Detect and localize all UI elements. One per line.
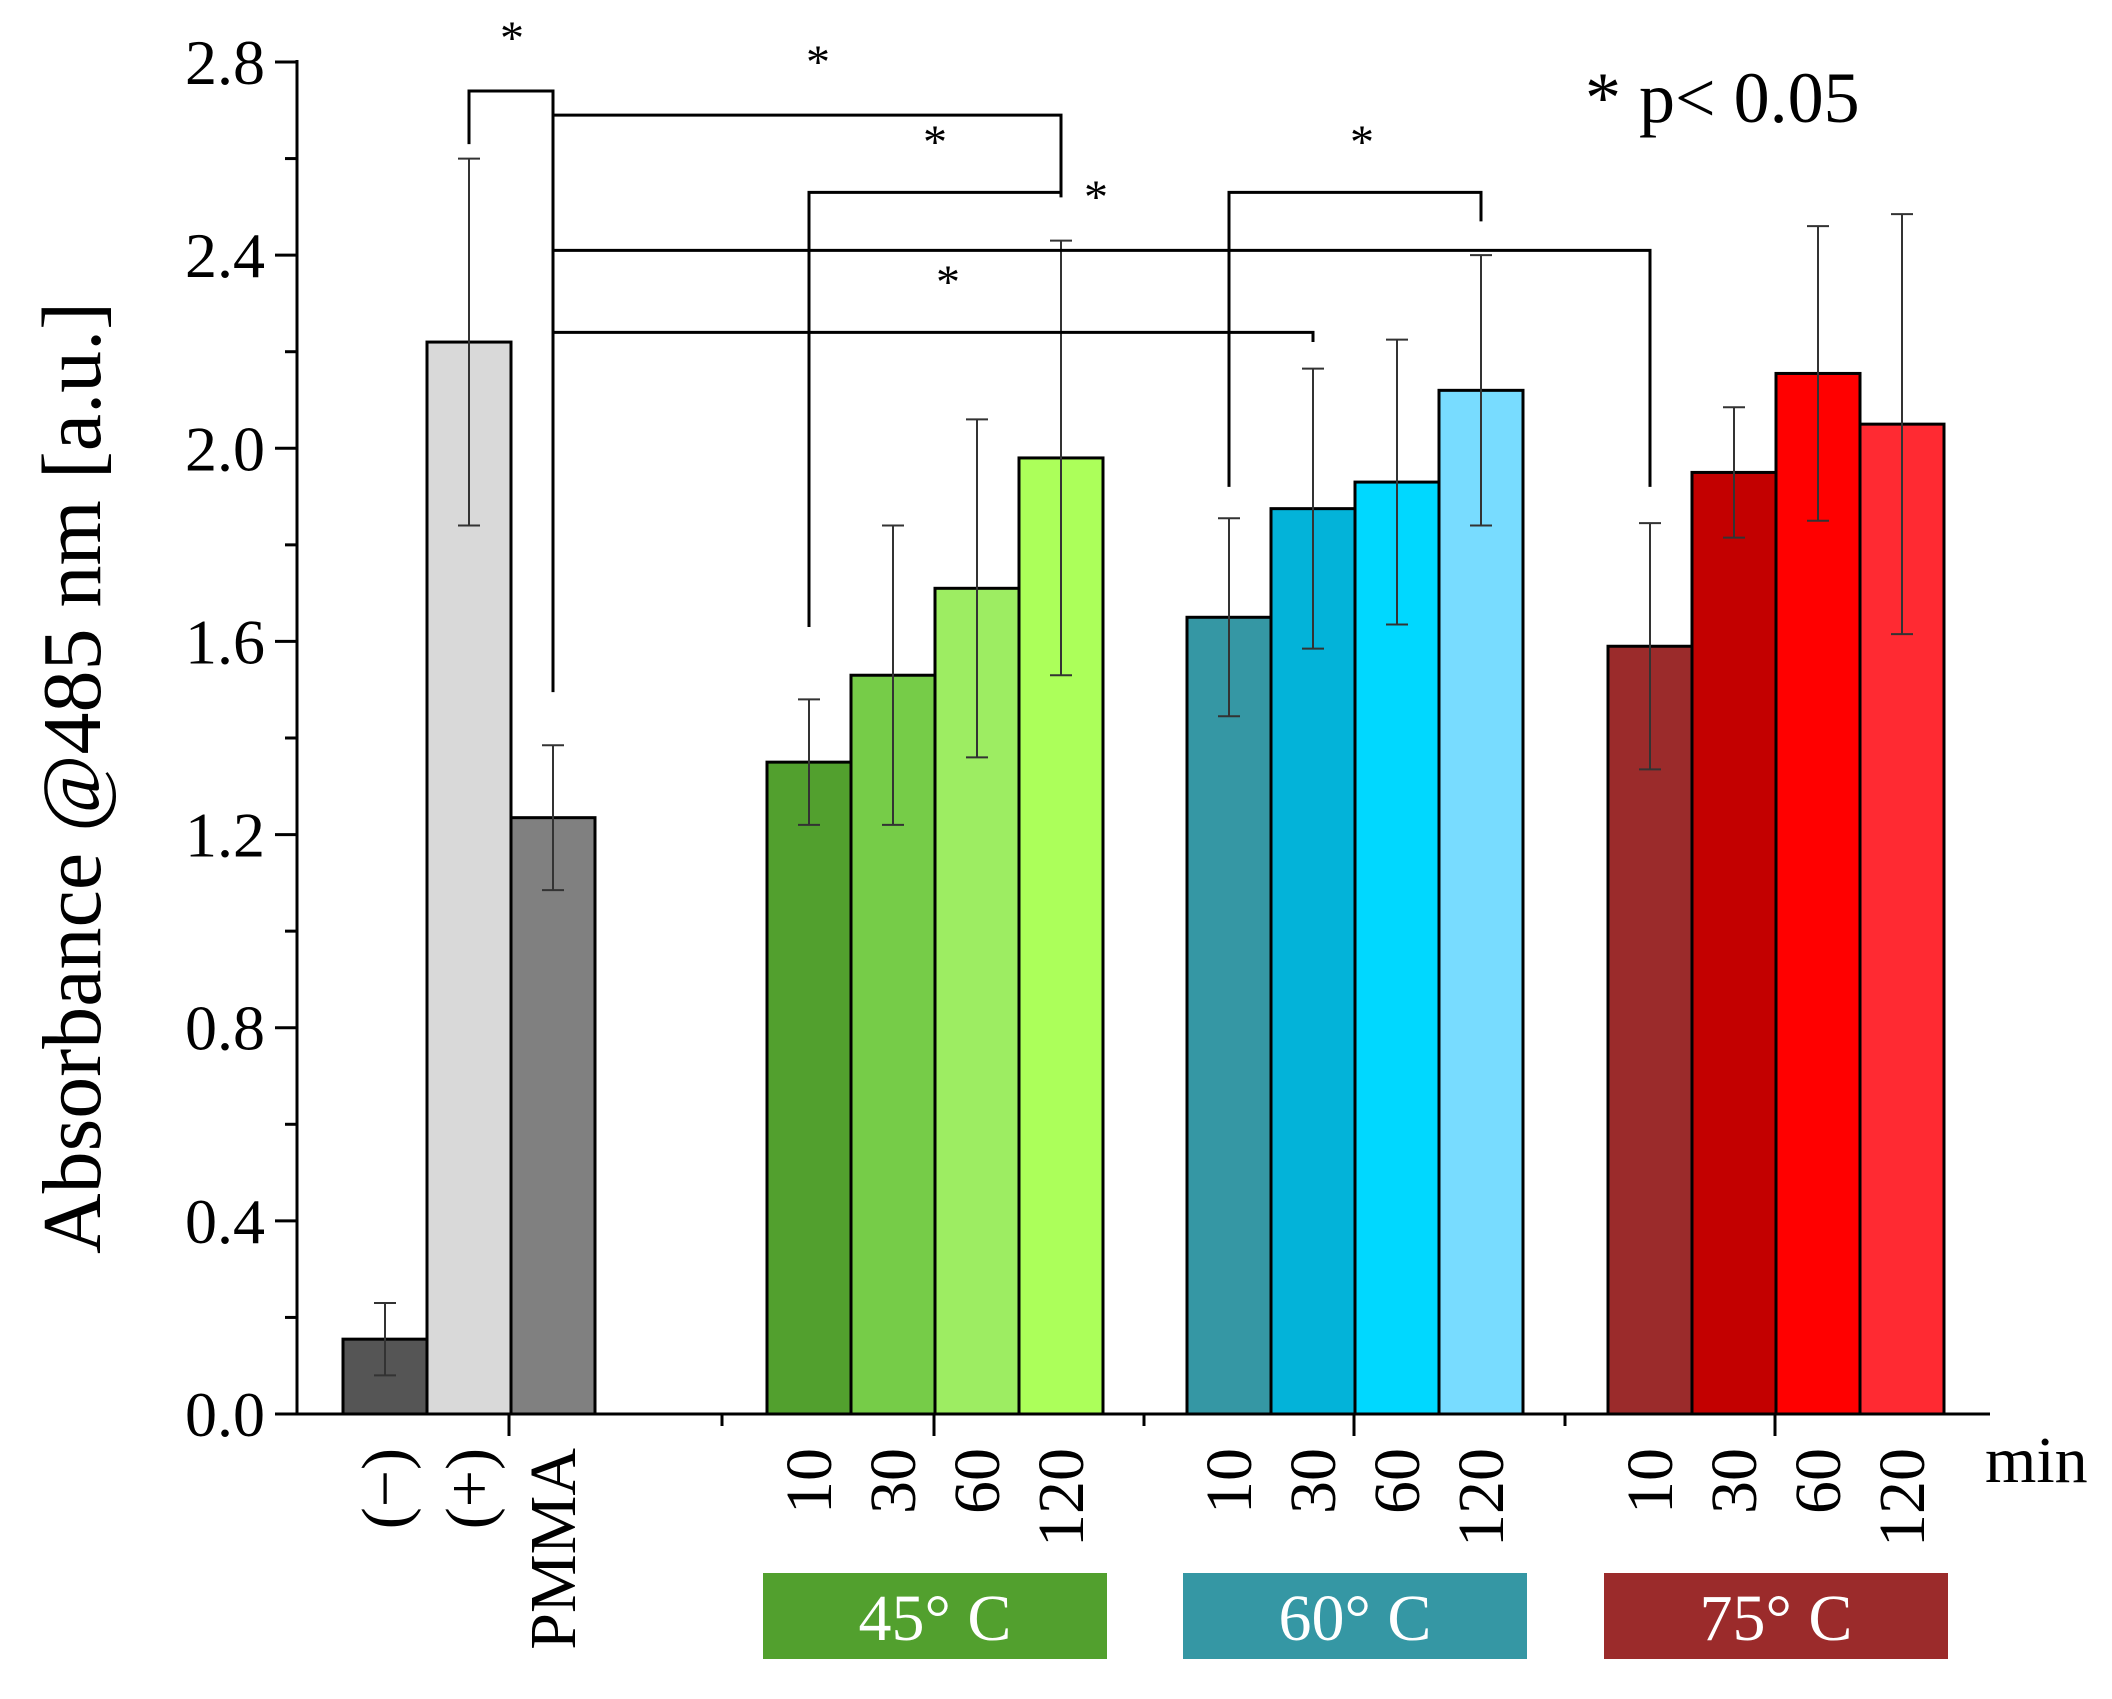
group-label-60C: 60° C: [1279, 1582, 1432, 1655]
chart-axes: 0.0 0.4 0.8 1.2 1.6 2.0 2.4 2.8 Absorbance @485 …: [26, 27, 1990, 1450]
x-tick-label: 120: [1025, 1448, 1098, 1547]
y-tick-label: 2.0: [185, 413, 265, 484]
bars-layer: [341, 340, 1946, 1416]
x-tick-label: 60: [1782, 1448, 1855, 1514]
bar-60C-60: [1353, 480, 1441, 1416]
y-tick-label: 1.6: [185, 606, 265, 677]
group-label-box-60C: [1183, 1573, 1527, 1659]
group-label-45C: 45° C: [859, 1582, 1012, 1655]
significance-star: *: [936, 256, 960, 309]
error-bars-layer: [374, 157, 1913, 1377]
x-tick-label: 60: [941, 1448, 1014, 1514]
significance-bracket: [551, 90, 1063, 198]
significance-brackets-layer: * * * * * *: [467, 12, 1652, 693]
bar-60C-120: [1437, 388, 1525, 1416]
y-tick-label: 1.2: [185, 800, 265, 871]
bar-75C-60: [1774, 371, 1862, 1416]
significance-star: *: [1084, 171, 1108, 224]
bar-75C-30: [1690, 470, 1778, 1416]
group-label-75C: 75° C: [1700, 1582, 1853, 1655]
y-tick-label: 2.8: [185, 27, 265, 98]
bar-75C-10: [1606, 644, 1694, 1416]
bar-60C-30: [1269, 507, 1357, 1416]
significance-note: * p< 0.05: [1585, 58, 1860, 138]
x-tick-label: 120: [1445, 1448, 1518, 1547]
x-tick-label: 10: [1193, 1448, 1266, 1514]
x-tick-label: (−): [349, 1448, 422, 1529]
y-tick-label: 0.0: [185, 1379, 265, 1450]
x-tick-label: 120: [1866, 1448, 1939, 1547]
x-tick-label: 10: [773, 1448, 846, 1514]
bar-PMMA: [509, 816, 597, 1416]
significance-star: *: [1350, 116, 1374, 169]
significance-bracket: [807, 190, 1063, 627]
x-tick-label: 10: [1614, 1448, 1687, 1514]
significance-bracket: [467, 89, 555, 693]
significance-star: *: [923, 116, 947, 169]
y-tick-label: 2.4: [185, 220, 265, 291]
significance-star: *: [806, 36, 830, 89]
x-tick-label: 30: [1277, 1448, 1350, 1514]
bar-45C-10: [765, 760, 853, 1416]
y-axis-title: Absorbance @485 nm [a.u.]: [26, 302, 119, 1254]
x-tick-label: 60: [1361, 1448, 1434, 1514]
x-tick-label: 30: [1698, 1448, 1771, 1514]
significance-star: *: [500, 12, 524, 65]
significance-bracket: [551, 90, 1315, 343]
y-tick-label: 0.4: [185, 1186, 265, 1257]
significance-bracket: [1227, 190, 1483, 487]
x-tick-label: PMMA: [517, 1448, 590, 1650]
group-label-box-45C: [763, 1573, 1107, 1659]
x-tick-label: 30: [857, 1448, 930, 1514]
x-tick-label: (+): [433, 1448, 506, 1529]
x-unit-label: min: [1985, 1424, 2088, 1497]
y-tick-label: 0.8: [185, 993, 265, 1064]
group-label-box-75C: [1604, 1573, 1948, 1659]
bar-60C-10: [1185, 615, 1273, 1416]
